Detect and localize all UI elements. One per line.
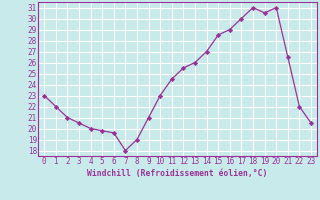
X-axis label: Windchill (Refroidissement éolien,°C): Windchill (Refroidissement éolien,°C) [87, 169, 268, 178]
